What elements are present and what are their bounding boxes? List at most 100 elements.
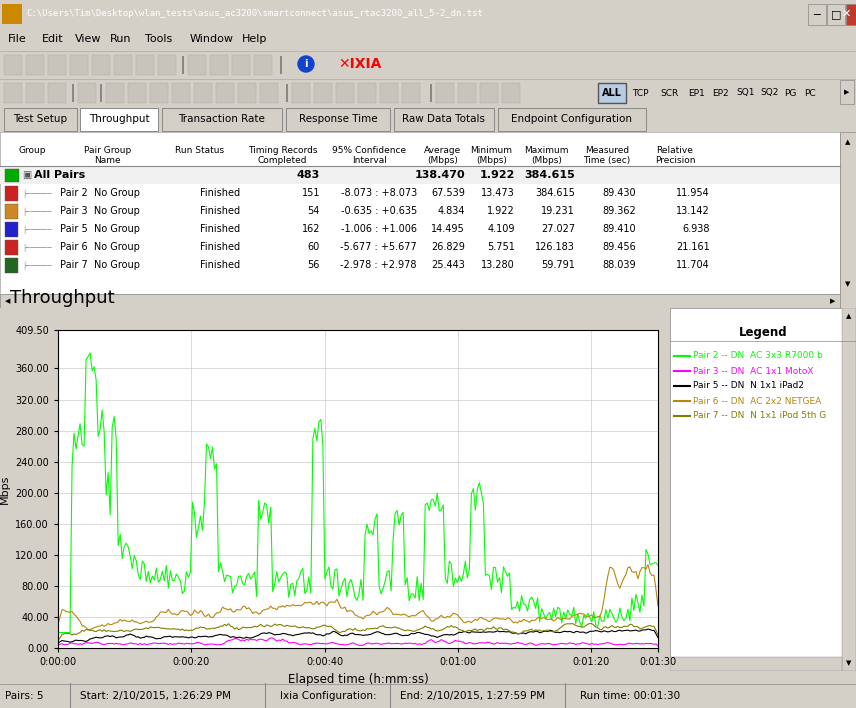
Text: EP2: EP2 [712,88,728,98]
Text: Pairs: 5: Pairs: 5 [5,691,44,701]
Text: 89.362: 89.362 [603,207,636,217]
Text: File: File [8,34,27,44]
Bar [48,83,66,103]
Text: Finished: Finished [199,224,240,234]
Bar [5,240,18,255]
Text: Pair 7  No Group: Pair 7 No Group [60,261,140,270]
Bar [436,83,454,103]
Text: Finished: Finished [199,188,240,198]
Bar [5,222,18,237]
Bar [808,4,826,25]
Text: 5.751: 5.751 [487,243,515,253]
Text: Pair 3 -- DN  AC 1x1 MotoX: Pair 3 -- DN AC 1x1 MotoX [693,367,813,375]
Text: Finished: Finished [199,261,240,270]
Text: ├──────: ├────── [22,189,51,198]
Text: 162: 162 [301,224,320,234]
Bar [106,83,124,103]
Text: ▶: ▶ [844,89,850,95]
Bar [188,55,206,75]
Bar [238,83,256,103]
Text: Window: Window [190,34,234,44]
Text: View: View [75,34,102,44]
Bar [430,84,432,102]
Text: TCP: TCP [632,88,649,98]
Text: 4.109: 4.109 [488,224,515,234]
Text: Pair 3  No Group: Pair 3 No Group [60,207,140,217]
Text: Pair 7 -- DN  N 1x1 iPod 5th G: Pair 7 -- DN N 1x1 iPod 5th G [693,411,826,421]
Y-axis label: Mbps: Mbps [0,474,9,503]
Bar [92,55,110,75]
Bar [136,55,154,75]
Text: Help: Help [242,34,267,44]
Bar [840,132,856,294]
Text: 384.615: 384.615 [524,170,575,180]
Text: Pair 5  No Group: Pair 5 No Group [60,224,140,234]
Text: ▼: ▼ [846,281,851,287]
Bar [402,83,420,103]
Text: Pair 5 -- DN  N 1x1 iPad2: Pair 5 -- DN N 1x1 iPad2 [693,382,804,391]
Bar [100,84,102,102]
Text: ▣: ▣ [22,170,32,180]
Text: 13.280: 13.280 [481,261,515,270]
Text: ▲: ▲ [847,313,852,319]
Text: 26.829: 26.829 [431,243,465,253]
Bar [158,55,176,75]
Text: Finished: Finished [199,243,240,253]
Text: 14.495: 14.495 [431,224,465,234]
Bar [216,83,234,103]
Text: ├──────: ├────── [22,244,51,251]
Bar [5,204,18,219]
Text: Ixia Configuration:: Ixia Configuration: [280,691,377,701]
Text: 27.027: 27.027 [541,224,575,234]
Text: 56: 56 [307,261,320,270]
Text: 483: 483 [297,170,320,180]
Text: PC: PC [804,88,816,98]
Text: 13.473: 13.473 [481,188,515,198]
Bar [5,169,19,182]
Text: Raw Data Totals: Raw Data Totals [402,114,485,124]
Bar [846,4,856,25]
Text: 19.231: 19.231 [541,207,575,217]
Bar [458,83,476,103]
Text: 138.470: 138.470 [414,170,465,180]
Text: Group: Group [19,146,46,155]
Bar [232,55,250,75]
Bar [254,55,272,75]
Text: Relative
Precision: Relative Precision [655,146,695,166]
Bar [210,55,228,75]
Text: -0.635 : +0.635: -0.635 : +0.635 [341,207,417,217]
Bar [128,83,146,103]
Text: Throughput: Throughput [10,289,115,307]
Bar [314,83,332,103]
FancyBboxPatch shape [162,108,282,131]
Text: SQ1: SQ1 [736,88,754,98]
Text: Maximum
(Mbps): Maximum (Mbps) [524,146,568,166]
Text: Run Status: Run Status [175,146,224,155]
Text: SCR: SCR [660,88,678,98]
Text: Response Time: Response Time [299,114,377,124]
Bar [182,56,184,74]
Text: Pair 2  No Group: Pair 2 No Group [60,188,140,198]
Bar [194,83,212,103]
Text: 59.791: 59.791 [541,261,575,270]
Text: Timing Records
Completed: Timing Records Completed [247,146,318,166]
Bar [26,83,44,103]
Bar [260,83,278,103]
Bar [0,166,840,184]
Text: 1.922: 1.922 [487,207,515,217]
Text: 89.430: 89.430 [603,188,636,198]
Text: ─: ─ [813,9,820,19]
Text: 1.922: 1.922 [479,170,515,180]
Text: Tools: Tools [145,34,172,44]
Text: ▶: ▶ [829,298,835,304]
Bar [840,80,854,104]
Bar [114,55,132,75]
Text: Transaction Rate: Transaction Rate [179,114,265,124]
Text: Finished: Finished [199,207,240,217]
Bar [827,4,845,25]
Text: -1.006 : +1.006: -1.006 : +1.006 [341,224,417,234]
Bar [380,83,398,103]
Text: PG: PG [784,88,796,98]
Text: 13.142: 13.142 [676,207,710,217]
Text: 21.161: 21.161 [676,243,710,253]
